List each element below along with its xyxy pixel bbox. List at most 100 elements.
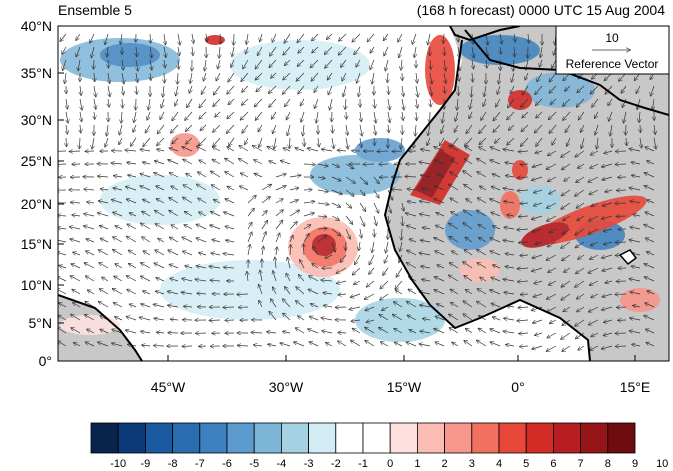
lon-label-30W: 30°W	[269, 379, 304, 395]
wind-arrow	[168, 160, 179, 165]
wind-arrow	[122, 85, 123, 95]
wind-arrow	[260, 33, 262, 42]
wind-arrow	[141, 304, 151, 308]
colorbar-swatch	[90, 422, 119, 454]
wind-arrow	[301, 111, 305, 122]
wind-arrow	[430, 59, 431, 69]
wind-arrow	[199, 160, 207, 165]
wind-arrow	[71, 314, 81, 321]
wind-arrow	[645, 212, 655, 217]
wind-arrow	[142, 211, 151, 217]
wind-arrow	[349, 307, 361, 309]
wind-arrow	[115, 226, 123, 230]
wind-arrow	[394, 302, 403, 308]
wind-arrow	[140, 174, 151, 178]
wind-arrow	[150, 46, 152, 58]
wind-arrow	[98, 213, 109, 217]
wind-arrow	[514, 46, 515, 57]
wind-arrow	[449, 145, 459, 152]
wind-arrow	[463, 314, 473, 321]
wind-arrow	[136, 59, 138, 71]
lat-label-5N: 5°N	[29, 315, 53, 331]
wind-arrow	[331, 176, 341, 181]
wind-arrow	[183, 251, 193, 256]
wind-arrow	[471, 85, 472, 97]
wind-arrow	[490, 199, 501, 204]
colorbar-swatch	[308, 422, 337, 454]
wind-arrow	[66, 98, 67, 109]
wind-arrow	[532, 215, 543, 219]
wind-arrow	[480, 186, 487, 191]
wind-arrow	[161, 98, 164, 108]
wind-arrow	[126, 187, 137, 191]
wind-arrow	[520, 346, 529, 347]
wind-arrow	[275, 210, 283, 217]
wind-arrow	[87, 202, 95, 203]
wind-arrow	[170, 237, 179, 243]
wind-arrow	[652, 98, 654, 110]
wind-arrow	[578, 254, 585, 259]
wind-arrow	[139, 317, 151, 321]
wind-arrow	[289, 200, 298, 204]
wind-arrow	[458, 72, 459, 81]
wind-arrow	[127, 236, 137, 243]
wind-arrow	[644, 225, 655, 230]
wind-arrow	[632, 344, 641, 346]
wind-arrow	[169, 148, 179, 152]
wind-arrow	[73, 252, 81, 255]
wind-arrow	[94, 85, 96, 97]
colorbar-tick-label: 3	[469, 458, 475, 470]
wind-arrow	[285, 59, 291, 65]
wind-arrow	[577, 215, 585, 221]
wind-arrow	[127, 276, 137, 282]
wind-arrow	[493, 265, 501, 269]
wind-arrow	[434, 199, 445, 204]
wind-arrow	[457, 98, 458, 110]
wind-arrow	[451, 160, 459, 165]
wind-arrow	[322, 149, 333, 151]
wind-arrow	[168, 305, 179, 307]
wind-arrow	[88, 290, 95, 295]
wind-arrow	[352, 328, 361, 334]
wind-arrow	[296, 328, 305, 334]
wind-arrow	[300, 260, 305, 269]
wind-arrow	[533, 319, 543, 323]
wind-arrow	[549, 189, 557, 194]
wind-arrow	[351, 340, 361, 347]
wind-arrow	[374, 98, 375, 108]
wind-arrow	[497, 85, 500, 94]
wind-arrow	[388, 111, 390, 122]
wind-arrow	[477, 340, 487, 347]
wind-arrow	[644, 277, 655, 282]
wind-arrow	[477, 289, 487, 295]
wind-arrow	[206, 33, 207, 41]
wind-arrow	[331, 215, 339, 220]
wind-arrow	[276, 247, 277, 256]
wind-arrow	[381, 342, 389, 347]
wind-arrow	[136, 46, 137, 56]
wind-arrow	[330, 98, 332, 110]
wind-arrow	[326, 343, 333, 347]
wind-arrow	[405, 176, 417, 177]
wind-arrow	[286, 273, 291, 282]
wind-arrow	[150, 59, 152, 70]
wind-arrow	[490, 290, 501, 295]
wind-arrow	[393, 314, 403, 321]
wind-arrow	[365, 306, 375, 311]
wind-arrow	[72, 215, 81, 216]
wind-arrow	[287, 124, 291, 135]
wind-arrow	[549, 280, 557, 285]
wind-arrow	[327, 33, 333, 39]
wind-arrow	[472, 46, 474, 58]
wind-arrow	[80, 85, 81, 95]
wind-arrow	[168, 291, 179, 295]
wind-arrow	[214, 200, 221, 204]
wind-arrow	[105, 137, 109, 147]
wind-arrow	[289, 188, 299, 190]
wind-arrow	[581, 137, 585, 148]
wind-arrow	[58, 341, 67, 347]
wind-arrow	[442, 111, 444, 123]
wind-arrow	[273, 287, 277, 295]
wind-arrow	[346, 124, 348, 135]
wind-arrow	[464, 341, 473, 347]
